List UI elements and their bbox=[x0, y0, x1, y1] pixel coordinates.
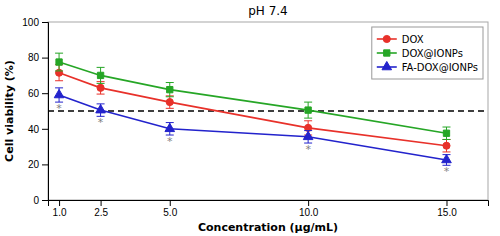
legend-symbol bbox=[384, 50, 390, 56]
point bbox=[305, 107, 311, 113]
annotation: * bbox=[305, 143, 311, 156]
y-axis: 0 20 40 60 80 100 bbox=[22, 17, 48, 206]
y-axis-title: Cell viability (%) bbox=[3, 60, 16, 162]
error-bar bbox=[166, 96, 174, 108]
point bbox=[442, 154, 452, 162]
tick: 5.0 bbox=[163, 200, 177, 218]
tick-mark bbox=[42, 93, 48, 94]
legend-label: DOX@IONPs bbox=[402, 48, 463, 59]
tick-label: 1.0 bbox=[53, 207, 67, 218]
point bbox=[443, 142, 450, 149]
axis-line bbox=[49, 201, 489, 207]
series-line bbox=[59, 95, 446, 160]
tick-mark bbox=[42, 58, 48, 59]
tick: 1.0 bbox=[53, 200, 67, 218]
legend-symbol bbox=[382, 61, 392, 69]
tick-label: 20 bbox=[28, 159, 40, 170]
tick: 80 bbox=[28, 52, 48, 63]
error-bar bbox=[97, 104, 105, 116]
legend-symbol bbox=[383, 35, 390, 42]
point bbox=[166, 99, 173, 106]
tick-mark bbox=[308, 200, 309, 206]
error-bar bbox=[55, 53, 63, 71]
error-bar bbox=[55, 88, 63, 102]
error-bar bbox=[442, 139, 450, 151]
point bbox=[443, 130, 449, 136]
point bbox=[56, 59, 62, 65]
tick-label: 15.0 bbox=[437, 207, 457, 218]
tick: 0 bbox=[33, 195, 48, 206]
error-bar bbox=[304, 102, 312, 118]
point bbox=[96, 105, 106, 113]
legend-label: FA-DOX@IONPs bbox=[402, 62, 478, 73]
tick: 15.0 bbox=[437, 200, 457, 218]
tick-label: 60 bbox=[28, 88, 40, 99]
point bbox=[167, 86, 173, 92]
tick: 100 bbox=[22, 17, 48, 28]
annotation: * bbox=[98, 116, 104, 129]
tick-label: 100 bbox=[22, 17, 39, 28]
error-bar bbox=[304, 131, 312, 143]
plot: 1.02.55.010.015.0020406080100*****DOXDOX… bbox=[22, 17, 488, 218]
data-layer bbox=[48, 53, 488, 165]
tick-mark bbox=[42, 200, 48, 201]
tick-mark bbox=[42, 22, 48, 23]
point bbox=[97, 72, 103, 78]
tick: 2.5 bbox=[94, 200, 108, 218]
tick: 20 bbox=[28, 159, 48, 170]
error-bar bbox=[166, 83, 174, 97]
tick-mark bbox=[170, 200, 171, 206]
error-bar bbox=[166, 123, 174, 135]
tick-label: 5.0 bbox=[163, 207, 177, 218]
point bbox=[303, 131, 313, 139]
legend-box bbox=[372, 27, 483, 79]
tick-mark bbox=[446, 200, 447, 206]
point bbox=[97, 84, 104, 91]
error-bar bbox=[442, 155, 450, 166]
reference-line bbox=[48, 110, 488, 112]
point bbox=[54, 89, 64, 97]
tick-label: 80 bbox=[28, 52, 40, 63]
point bbox=[165, 123, 175, 131]
legend: DOX DOX@IONPs FA-DOX@IONPs bbox=[372, 27, 483, 79]
chart: 1.02.55.010.015.0020406080100*****DOXDOX… bbox=[0, 0, 500, 236]
annotation: * bbox=[444, 165, 450, 178]
plot-frame bbox=[48, 22, 488, 200]
tick-label: 10.0 bbox=[299, 207, 319, 218]
tick-label: 2.5 bbox=[94, 207, 108, 218]
tick-mark bbox=[59, 200, 60, 206]
tick-label: 40 bbox=[28, 124, 40, 135]
annotation: * bbox=[167, 135, 173, 148]
tick-mark bbox=[42, 129, 48, 130]
x-axis: 1.0 2.5 5.0 10.0 15.0 bbox=[49, 200, 489, 218]
legend-label: DOX bbox=[402, 34, 424, 45]
error-bar bbox=[97, 67, 105, 83]
x-axis-title: Concentration (μg/mL) bbox=[198, 221, 338, 234]
tick-label: 0 bbox=[33, 195, 39, 206]
tick: 40 bbox=[28, 124, 48, 135]
annotation: * bbox=[56, 102, 62, 115]
tick-mark bbox=[101, 200, 102, 206]
title: pH 7.4 bbox=[248, 4, 288, 18]
series bbox=[54, 88, 451, 165]
tick-mark bbox=[42, 164, 48, 165]
error-bar bbox=[442, 127, 450, 139]
series-line bbox=[59, 73, 446, 146]
tick: 10.0 bbox=[299, 200, 319, 218]
annotations: * * * * * bbox=[56, 102, 449, 178]
tick: 60 bbox=[28, 88, 48, 99]
